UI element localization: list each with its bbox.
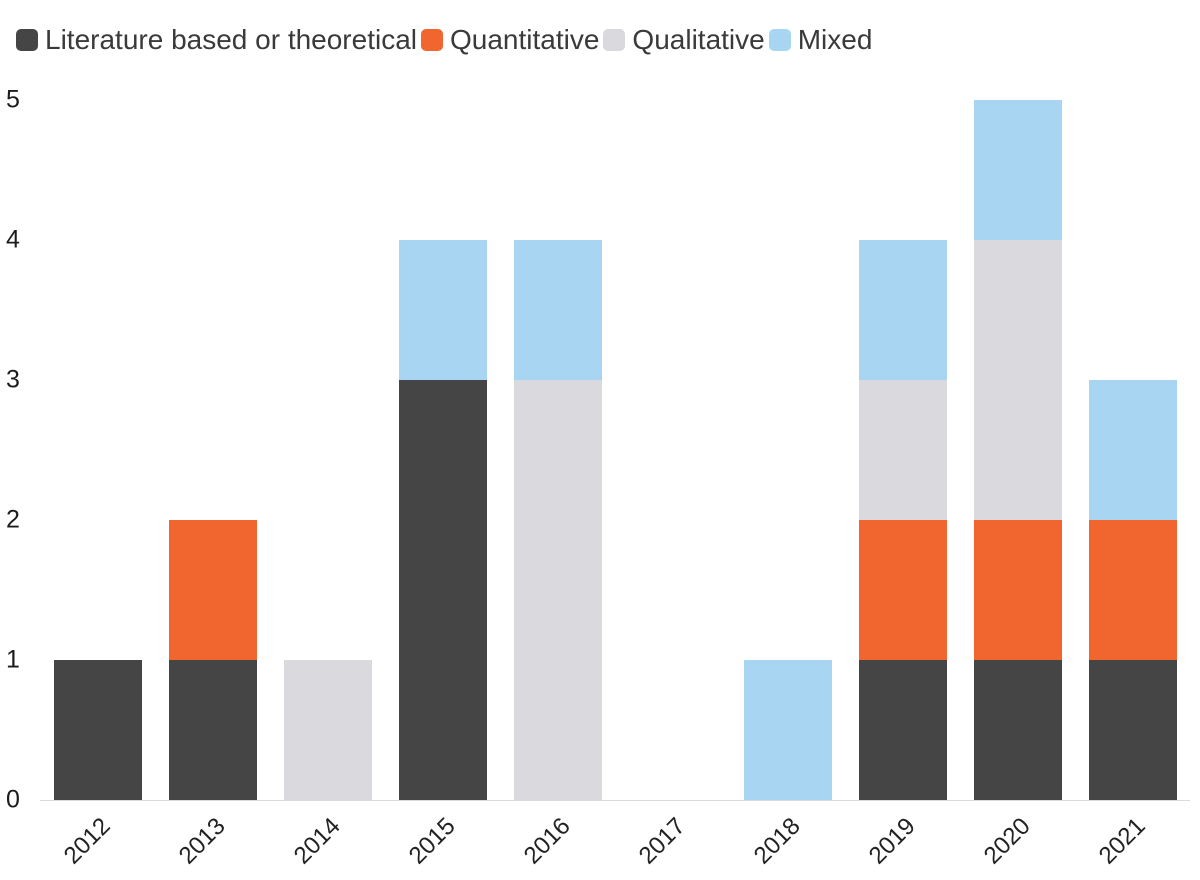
bar-segment-quantitative-2020 [973,520,1062,660]
legend-label: Quantitative [450,24,600,55]
x-axis-tick-label-2013: 2013 [173,812,231,870]
bar-segment-qualitative-2016 [513,380,602,800]
legend-item-quantitative: Quantitative [421,24,599,56]
bar-segment-quantitative-2019 [858,520,947,660]
x-axis-tick-label-2014: 2014 [288,812,346,870]
legend-swatch-literature-based-or-theoretical [16,29,38,51]
bar-segment-literature-based-or-theoretical-2021 [1088,660,1177,800]
bar-segment-qualitative-2020 [973,240,1062,520]
x-axis-tick-label-2017: 2017 [633,812,691,870]
x-axis-tick-label-2012: 2012 [58,812,116,870]
y-axis-tick-label: 2 [6,505,20,534]
bar-segment-quantitative-2021 [1088,520,1177,660]
bar-segment-mixed-2020 [973,100,1062,240]
bar-segment-literature-based-or-theoretical-2013 [168,660,257,800]
legend-swatch-mixed [768,29,791,51]
y-axis-tick-label: 5 [6,85,20,114]
x-axis-tick-label-2015: 2015 [403,812,461,870]
y-axis-tick-label: 1 [6,645,20,674]
bar-segment-qualitative-2014 [283,660,372,800]
legend-item-qualitative: Qualitative [603,24,765,56]
bar-segment-qualitative-2019 [858,380,947,520]
bar-segment-mixed-2016 [513,240,602,380]
bar-segment-mixed-2018 [743,660,832,800]
bar-segment-mixed-2015 [398,240,487,380]
bar-segment-quantitative-2013 [168,520,257,660]
legend-label: Literature based or theoretical [45,24,417,55]
x-axis-tick-label-2019: 2019 [863,812,921,870]
legend-swatch-quantitative [421,29,443,51]
legend-item-mixed: Mixed [768,24,873,56]
bar-segment-literature-based-or-theoretical-2019 [858,660,947,800]
x-axis-line [40,800,1190,801]
x-axis-tick-label-2020: 2020 [978,812,1036,870]
legend-label: Qualitative [632,24,765,55]
legend-label: Mixed [797,24,873,55]
y-axis-tick-label: 0 [6,785,20,814]
x-axis-tick-label-2018: 2018 [748,812,806,870]
bar-segment-literature-based-or-theoretical-2015 [398,380,487,800]
bar-segment-mixed-2021 [1088,380,1177,520]
bar-segment-literature-based-or-theoretical-2020 [973,660,1062,800]
bar-segment-literature-based-or-theoretical-2012 [53,660,142,800]
chart-legend: Literature based or theoretical Quantitat… [16,24,876,56]
y-axis-tick-label: 3 [6,365,20,394]
x-axis-tick-label-2021: 2021 [1093,812,1151,870]
legend-swatch-qualitative [603,29,626,51]
bar-segment-mixed-2019 [858,240,947,380]
x-axis-tick-label-2016: 2016 [518,812,576,870]
y-axis-tick-label: 4 [6,225,20,254]
plot-area [40,100,1190,800]
legend-item-literature-based-or-theoretical: Literature based or theoretical [16,24,417,56]
